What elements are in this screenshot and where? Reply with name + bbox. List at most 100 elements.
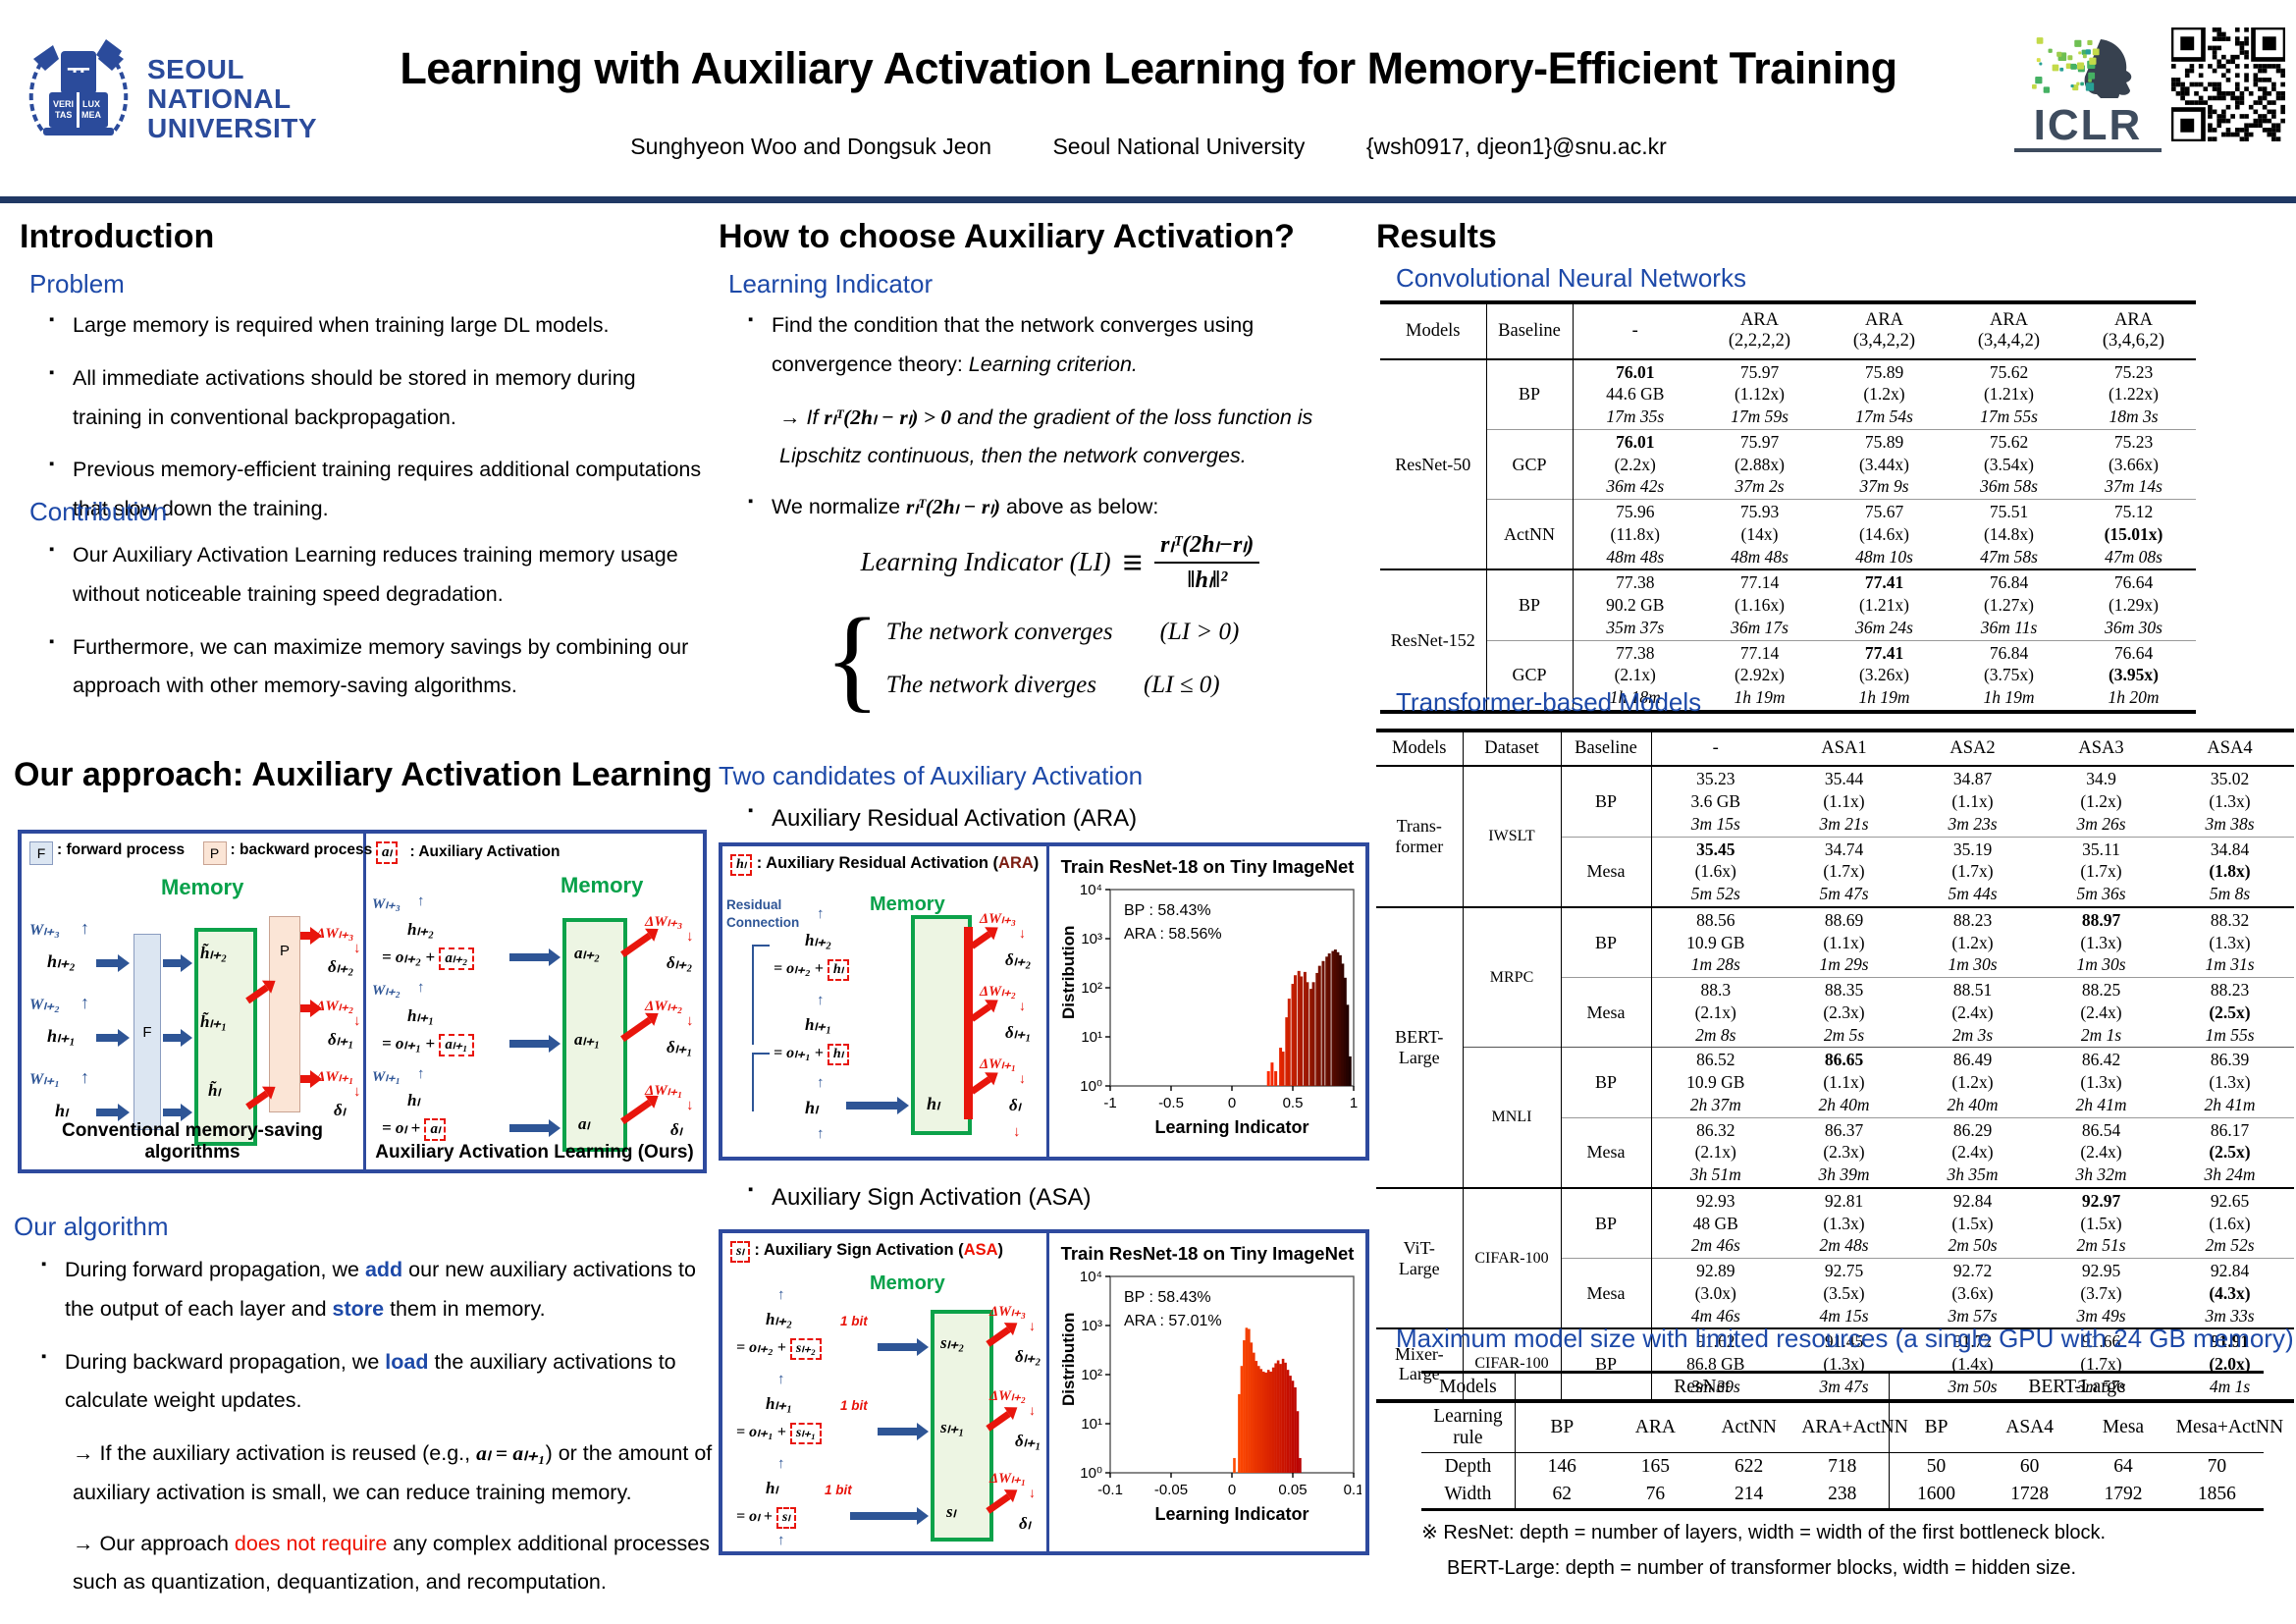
table-cell: 86.39 (1.3x) 2h 41m	[2165, 1047, 2294, 1118]
table-cell-line: (1.2x)	[1863, 384, 1905, 405]
table-cell: 92.95 (3.7x) 3m 49s	[2037, 1258, 2165, 1329]
table-cell-line: (14x)	[1740, 523, 1779, 544]
backward-process-icon: P	[202, 841, 227, 865]
table-cell: 86.42 (1.3x) 2h 41m	[2037, 1047, 2165, 1118]
table-cell-line: 37m 14s	[2105, 476, 2163, 497]
table-cell-line: (4.3x)	[2209, 1282, 2251, 1303]
table-cell: ARA+ActNN	[1795, 1402, 1908, 1453]
table-cell-line: 5m 44s	[1948, 884, 1998, 904]
column-header: ARA (2,2,2,2)	[1697, 302, 1822, 360]
table-cell: 75.93 (14x) 48m 48s	[1697, 499, 1822, 570]
red-diag-arrow-icon	[969, 1003, 992, 1022]
arrow-icon	[96, 1104, 130, 1121]
table-cell: 76.84 (1.27x) 36m 11s	[1947, 568, 2071, 641]
table-cell-line: 17m 59s	[1731, 406, 1789, 427]
table-cell-line: 17m 35s	[1606, 406, 1665, 427]
table-cell: 88.56 10.9 GB 1m 28s	[1651, 905, 1780, 978]
table-cell: 88.51 (2.4x) 2m 3s	[1908, 977, 2037, 1048]
table-cell: 64	[2113, 1456, 2133, 1477]
svg-text:10¹: 10¹	[1081, 1416, 1102, 1433]
table-cell-line: 3m 23s	[1948, 813, 1998, 834]
column-header: ASA3	[2037, 731, 2165, 768]
authors-line: Sunghyeon Woo and Dongsuk Jeon Seoul Nat…	[412, 134, 1885, 160]
table-cell-line: 2m 5s	[1823, 1024, 1865, 1045]
table-cell-line: 88.3	[1700, 980, 1732, 1001]
table-cell-line: 92.81	[1824, 1190, 1864, 1211]
table-cell: 238	[1795, 1481, 1891, 1510]
table-cell-line: 75.12	[2113, 502, 2154, 522]
forward-process-icon: F	[29, 841, 53, 865]
memory-box	[911, 915, 972, 1135]
bullet-item: During backward propagation, we load the…	[39, 1343, 717, 1422]
table-cell-line: 86.49	[1952, 1050, 1993, 1070]
table-cell-line: 34.87	[1952, 769, 1993, 789]
svg-text:10⁰: 10⁰	[1080, 1465, 1102, 1482]
chart-legend-entry: BP : 58.43%	[1124, 902, 1211, 919]
arrow-icon	[163, 1104, 192, 1121]
table-cell-line: 77.14	[1739, 572, 1780, 593]
table-cell-line: (1.22x)	[2108, 384, 2160, 405]
table-cell: 75.23 (1.22x) 18m 3s	[2071, 359, 2196, 430]
table-cell: 75.62 (1.21x) 17m 55s	[1947, 359, 2071, 430]
table-cell-line: 36m 30s	[2105, 617, 2163, 637]
table-row: Depth 146 165 622 718 50 60 64 70	[1421, 1452, 2264, 1481]
label-two-candidates: Two candidates of Auxiliary Activation	[719, 761, 1144, 790]
table-cell-line: 35.19	[1952, 839, 1993, 859]
label-transformer: Transformer-based Models	[1396, 687, 1702, 717]
qr-code	[2171, 27, 2285, 141]
table-cell: 76.64 (3.95x) 1h 20m	[2071, 639, 2196, 712]
table-cell: 76.64 (1.29x) 36m 30s	[2071, 568, 2196, 641]
table-cell-line: (1.8x)	[2209, 861, 2251, 882]
table-cell-line: 92.75	[1824, 1261, 1864, 1281]
table-cell-line: 88.23	[1952, 909, 1993, 930]
svg-text:0: 0	[1228, 1482, 1236, 1498]
arrow-item: → Our approach does not require any comp…	[73, 1531, 710, 1595]
table-cell: 34.74 (1.7x) 5m 47s	[1780, 836, 1908, 907]
bullet-item: During forward propagation, we add our n…	[39, 1251, 717, 1329]
table-cell: 75.89 (1.2x) 17m 54s	[1822, 359, 1947, 430]
table-cell: 88.23 (1.2x) 1m 30s	[1908, 905, 2037, 978]
table-cell-line: (3.95x)	[2108, 665, 2160, 685]
table-cell-line: 1m 31s	[2205, 954, 2255, 975]
table-cell: 34.84 (1.8x) 5m 8s	[2165, 836, 2294, 907]
column-header: ARA (3,4,6,2)	[2071, 302, 2196, 360]
table-cell-line: 36m 24s	[1855, 617, 1913, 637]
table-cell-line: 3m 38s	[2205, 813, 2255, 834]
arrow-item: → If rₗᵀ(2hₗ − rₗ) > 0 and the gradient …	[779, 405, 1313, 468]
table-cell-line: 90.2 GB	[1606, 595, 1665, 616]
table-cell-line: 75.97	[1739, 431, 1780, 452]
asa-chart-panel: Train ResNet-18 on Tiny ImageNet Distrib…	[1049, 1233, 1365, 1551]
table-cell-line: 3m 26s	[2076, 813, 2126, 834]
iclr-head-icon	[2032, 37, 2132, 102]
table-cell-line: 1m 28s	[1690, 954, 1740, 975]
table-cell-line: 77.14	[1739, 642, 1780, 663]
arrow-icon	[850, 1507, 929, 1525]
table-cell-line: (1.3x)	[2080, 1072, 2122, 1093]
table-cell: 34.87 (1.1x) 3m 23s	[1908, 766, 2037, 837]
table-cell-line: 91.62	[1696, 1331, 1735, 1352]
table-cell-line: (1.3x)	[2209, 932, 2251, 952]
table-cell: 35.02 (1.3x) 3m 38s	[2165, 766, 2294, 837]
svg-text:10¹: 10¹	[1081, 1029, 1102, 1046]
ara-bullet: Auxiliary Residual Activation (ARA)	[746, 797, 1355, 854]
table-cell: 75.97 (2.88x) 37m 2s	[1697, 428, 1822, 500]
table-cell-line: 91.72	[1952, 1331, 1993, 1352]
baseline-name: BP	[1561, 766, 1652, 838]
table-cell: 86.65 (1.1x) 2h 40m	[1780, 1047, 1908, 1118]
baseline-name: Mesa	[1561, 1116, 1652, 1188]
table-cell-line: 5m 36s	[2076, 884, 2126, 904]
memory-label: Memory	[561, 873, 644, 897]
table-cell: 75.62 (3.54x) 36m 58s	[1947, 428, 2071, 500]
table-cell-line: 77.41	[1864, 642, 1904, 663]
table-cell: 86.29 (2.4x) 3h 35m	[1908, 1116, 2037, 1188]
table-cell-line: (1.4x)	[1951, 1354, 1994, 1375]
table-cell-line: 77.38	[1616, 642, 1655, 663]
dataset-name: CIFAR-100	[1463, 1186, 1562, 1329]
table-cell-line: 92.84	[1952, 1190, 1993, 1211]
table-cell-line: 4m 15s	[1819, 1305, 1869, 1326]
table-cell-line: (1.7x)	[1951, 861, 1994, 882]
section-results: Results	[1376, 218, 1497, 255]
svg-text:-1: -1	[1103, 1095, 1116, 1111]
table-row: GCP 77.38 (2.1x) 1h 18m 77.14 (2.92x) 1h 19m 77…	[1380, 639, 2196, 712]
svg-text:10³: 10³	[1081, 931, 1102, 947]
